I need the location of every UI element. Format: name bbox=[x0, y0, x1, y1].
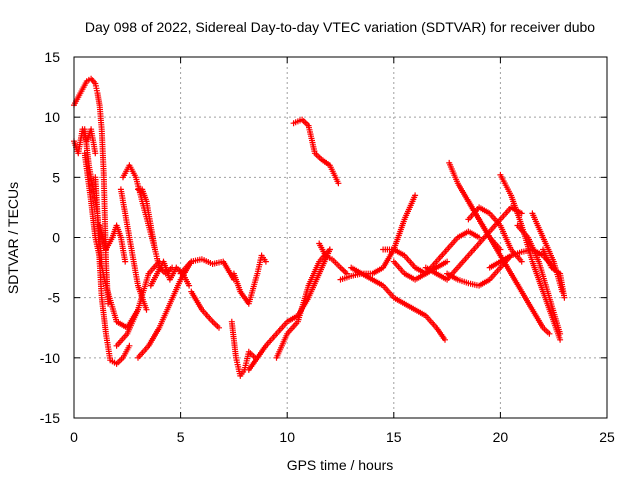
y-tick-label: 10 bbox=[44, 109, 60, 125]
marker-trail bbox=[177, 256, 237, 283]
x-tick-label: 15 bbox=[386, 429, 402, 445]
series-arc-22 bbox=[348, 264, 448, 343]
series-arc-25 bbox=[422, 204, 525, 283]
y-tick-label: 0 bbox=[52, 230, 60, 246]
marker-trail bbox=[147, 258, 193, 289]
marker-trail bbox=[230, 252, 269, 307]
series-arc-10 bbox=[113, 258, 163, 349]
x-axis-label: GPS time / hours bbox=[287, 457, 394, 473]
marker-trail bbox=[228, 318, 259, 379]
x-tick-label: 20 bbox=[493, 429, 509, 445]
grid bbox=[74, 57, 607, 418]
series-arc-12 bbox=[147, 258, 193, 289]
series-arc-18 bbox=[273, 246, 333, 361]
data-marks bbox=[71, 75, 568, 379]
marker-trail bbox=[113, 258, 163, 349]
marker-trail bbox=[316, 240, 350, 277]
x-tick-label: 5 bbox=[177, 429, 185, 445]
x-tick-label: 0 bbox=[70, 429, 78, 445]
marker-trail bbox=[529, 210, 566, 295]
series-arc-16 bbox=[228, 318, 259, 379]
y-axis-label: SDTVAR / TECUs bbox=[5, 182, 21, 294]
chart-title: Day 098 of 2022, Sidereal Day-to-day VTE… bbox=[85, 19, 595, 35]
y-tick-label: -5 bbox=[48, 290, 61, 306]
marker-trail bbox=[273, 246, 333, 361]
series-arc-19 bbox=[290, 116, 342, 187]
marker-trail bbox=[348, 264, 448, 343]
marker-trail bbox=[540, 246, 568, 301]
series-arc-32 bbox=[514, 222, 564, 337]
marker-trail bbox=[337, 192, 419, 283]
series-arc-21 bbox=[337, 192, 419, 283]
marker-trail bbox=[514, 222, 564, 337]
y-tick-label: 15 bbox=[44, 49, 60, 65]
series-arc-06 bbox=[96, 222, 129, 265]
y-tick-label: -10 bbox=[40, 350, 60, 366]
marker-trail bbox=[422, 204, 525, 283]
marker-trail bbox=[390, 228, 483, 283]
series-arc-24 bbox=[390, 228, 483, 283]
y-tick-label: -15 bbox=[40, 410, 60, 426]
series-arc-33 bbox=[529, 210, 566, 295]
marker-trail bbox=[188, 288, 222, 331]
axes: 0 5 10 15 20 25 -15 -10 -5 0 5 10 15 bbox=[40, 49, 615, 445]
y-tick-label: 5 bbox=[52, 169, 60, 185]
series-arc-34 bbox=[540, 246, 568, 301]
marker-trail bbox=[290, 116, 342, 187]
x-tick-label: 10 bbox=[279, 429, 295, 445]
series-arc-15 bbox=[230, 252, 269, 307]
x-tick-label: 25 bbox=[599, 429, 615, 445]
series-arc-14 bbox=[188, 288, 222, 331]
marker-trail bbox=[96, 222, 129, 265]
series-arc-13 bbox=[177, 256, 237, 283]
series-arc-20 bbox=[316, 240, 350, 277]
